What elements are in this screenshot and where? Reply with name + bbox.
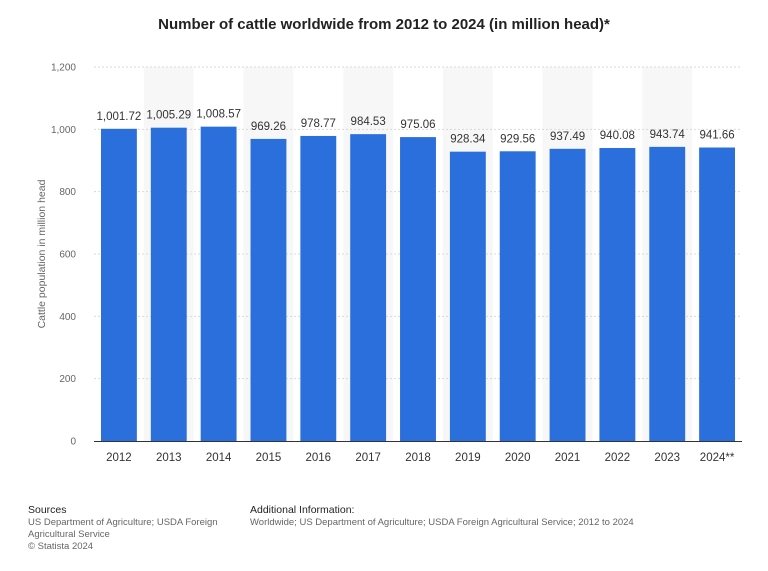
additional-info-block: Additional Information: Worldwide; US De… — [250, 504, 670, 529]
bar — [699, 147, 736, 441]
bar — [499, 151, 536, 441]
additional-info-heading: Additional Information: — [250, 504, 355, 516]
bar — [449, 151, 486, 442]
additional-info-text: Worldwide; US Department of Agriculture;… — [250, 517, 634, 528]
data-label: 969.26 — [251, 121, 286, 133]
x-tick-label: 2022 — [605, 452, 631, 464]
bar — [649, 146, 686, 441]
x-tick-label: 2019 — [455, 452, 481, 464]
data-label: 1,005.29 — [146, 110, 191, 122]
y-tick-label: 400 — [59, 312, 76, 323]
bar — [549, 148, 586, 441]
bar — [200, 126, 237, 441]
data-label: 940.08 — [600, 130, 635, 142]
x-tick-label: 2017 — [355, 452, 381, 464]
sources-line: US Department of Agriculture; USDA Forei… — [28, 517, 218, 528]
bar — [350, 134, 387, 441]
x-tick-label: 2013 — [156, 452, 182, 464]
sources-block: Sources US Department of Agriculture; US… — [28, 504, 228, 553]
bar — [300, 135, 337, 441]
bar — [250, 138, 287, 441]
sources-line: Agricultural Service — [28, 529, 110, 540]
sources-heading: Sources — [28, 504, 67, 516]
bar — [400, 137, 436, 441]
x-tick-label: 2024** — [700, 452, 735, 464]
data-label: 1,008.57 — [196, 109, 241, 121]
bar — [150, 127, 187, 441]
x-tick-label: 2020 — [505, 452, 531, 464]
x-tick-label: 2014 — [206, 452, 232, 464]
y-tick-label: 0 — [70, 437, 76, 448]
data-label: 975.06 — [400, 119, 435, 131]
y-tick-label: 1,200 — [51, 63, 76, 74]
y-tick-label: 600 — [59, 250, 76, 261]
y-axis-label: Cattle population in million head — [36, 179, 48, 328]
data-label: 978.77 — [301, 118, 336, 130]
x-tick-label: 2021 — [555, 452, 581, 464]
data-label: 941.66 — [699, 130, 734, 142]
data-label: 1,001.72 — [97, 111, 142, 123]
y-tick-label: 800 — [59, 187, 76, 198]
y-tick-label: 200 — [59, 374, 76, 385]
data-label: 943.74 — [650, 129, 686, 141]
bar — [599, 148, 636, 441]
x-tick-label: 2012 — [106, 452, 132, 464]
bar — [100, 128, 137, 441]
x-tick-label: 2018 — [405, 452, 431, 464]
chart-title: Number of cattle worldwide from 2012 to … — [158, 16, 610, 33]
x-tick-label: 2015 — [256, 452, 282, 464]
data-label: 928.34 — [450, 134, 486, 146]
y-tick-label: 1,000 — [51, 125, 76, 136]
data-label: 929.56 — [500, 133, 535, 145]
copyright-line: © Statista 2024 — [28, 541, 94, 552]
data-label: 984.53 — [351, 116, 386, 128]
x-tick-label: 2023 — [654, 452, 680, 464]
x-tick-label: 2016 — [306, 452, 332, 464]
data-label: 937.49 — [550, 131, 585, 143]
